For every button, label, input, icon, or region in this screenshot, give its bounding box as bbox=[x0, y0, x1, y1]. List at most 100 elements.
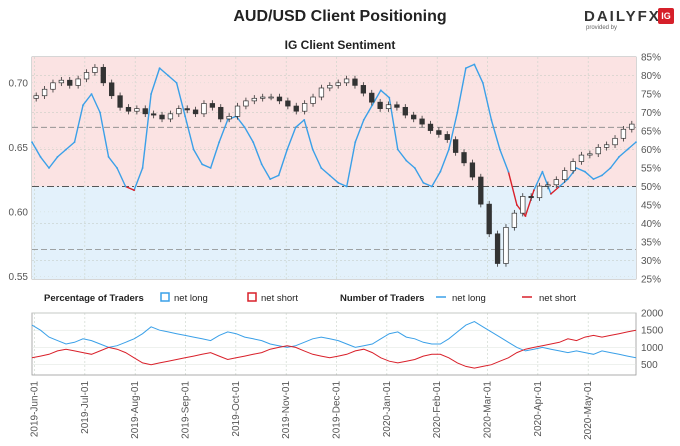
price-candle bbox=[486, 203, 492, 235]
sentiment-point bbox=[413, 167, 416, 169]
left-tick-label: 0.65 bbox=[9, 143, 29, 154]
price-candle bbox=[620, 128, 627, 139]
sentiment-point bbox=[592, 178, 595, 181]
sentiment-point bbox=[337, 181, 340, 184]
sentiment-segment bbox=[465, 63, 475, 69]
sentiment-point bbox=[541, 170, 544, 173]
sentiment-point bbox=[473, 63, 476, 66]
sentiment-point bbox=[252, 141, 255, 144]
sentiment-point bbox=[601, 174, 603, 177]
x-tick-label: 2019-Dec-01 bbox=[332, 381, 343, 439]
right-tick-label: 45% bbox=[641, 201, 661, 212]
price-candle bbox=[612, 137, 618, 146]
sentiment-segment bbox=[252, 141, 263, 165]
series-line-net-short-count bbox=[31, 329, 637, 369]
brand-subtext: provided by bbox=[586, 25, 618, 31]
legend-pct-label: Percentage of Traders bbox=[44, 293, 144, 304]
price-candle bbox=[150, 113, 157, 116]
x-tick-label: 2019-Jul-01 bbox=[80, 381, 91, 434]
sentiment-point bbox=[609, 167, 612, 169]
sentiment-point bbox=[498, 148, 501, 151]
right-tick-label: 85% bbox=[641, 53, 661, 64]
sentiment-segment bbox=[439, 149, 450, 172]
x-tick-label: 2020-Apr-01 bbox=[533, 381, 544, 437]
sentiment-point bbox=[507, 170, 510, 173]
sentiment-segment bbox=[286, 127, 297, 150]
sentiment-point bbox=[464, 67, 467, 69]
price-candle bbox=[83, 72, 90, 80]
sentiment-segment bbox=[175, 82, 186, 117]
price-candle bbox=[461, 152, 467, 164]
sentiment-point bbox=[260, 163, 263, 166]
price-candle bbox=[75, 78, 81, 86]
price-candle bbox=[301, 103, 308, 112]
price-candle bbox=[276, 96, 283, 102]
price-candle bbox=[260, 96, 266, 99]
sentiment-point bbox=[635, 141, 637, 144]
sentiment-segment bbox=[167, 74, 178, 84]
sentiment-point bbox=[516, 204, 518, 206]
sentiment-segment bbox=[524, 189, 535, 217]
sentiment-point bbox=[90, 93, 93, 95]
sentiment-point bbox=[626, 148, 629, 151]
sentiment-point bbox=[558, 185, 561, 188]
sentiment-segment bbox=[150, 67, 161, 95]
sentiment-point bbox=[150, 93, 152, 95]
sentiment-point bbox=[311, 148, 314, 151]
sentiment-segment bbox=[269, 174, 279, 180]
sentiment-segment bbox=[371, 89, 382, 106]
sentiment-point bbox=[533, 189, 535, 192]
price-candle bbox=[125, 106, 132, 112]
price-candle bbox=[50, 82, 56, 90]
price-candle bbox=[394, 104, 400, 108]
x-tick-label: 2020-Jan-01 bbox=[382, 381, 393, 438]
price-candle bbox=[536, 185, 543, 199]
sentiment-point bbox=[116, 167, 118, 169]
sentiment-segment bbox=[380, 89, 390, 99]
sentiment-point bbox=[447, 148, 450, 151]
sentiment-segment bbox=[456, 67, 467, 113]
price-candle bbox=[100, 66, 106, 84]
price-candle bbox=[192, 109, 199, 115]
price-candle bbox=[201, 103, 207, 115]
sentiment-point bbox=[345, 185, 348, 188]
counts-tick-label: 1500 bbox=[641, 326, 664, 337]
right-tick-label: 75% bbox=[641, 90, 661, 101]
price-candle bbox=[503, 227, 509, 264]
price-candle bbox=[318, 87, 325, 98]
sentiment-segment bbox=[499, 149, 510, 172]
price-candle bbox=[427, 123, 434, 131]
right-tick-label: 30% bbox=[641, 256, 661, 267]
right-tick-label: 40% bbox=[641, 219, 661, 230]
sentiment-point bbox=[379, 89, 382, 92]
sentiment-segment bbox=[278, 149, 288, 176]
x-tick-label: 2019-Aug-01 bbox=[130, 381, 141, 439]
sentiment-point bbox=[320, 167, 323, 169]
sentiment-segment bbox=[584, 171, 594, 180]
price-candle bbox=[134, 108, 140, 112]
sentiment-point bbox=[243, 126, 246, 129]
right-tick-label: 80% bbox=[641, 71, 661, 82]
sentiment-segment bbox=[550, 185, 560, 195]
sentiment-segment bbox=[473, 64, 484, 84]
price-candle bbox=[411, 114, 417, 120]
sentiment-point bbox=[618, 156, 620, 158]
sentiment-segment bbox=[31, 141, 42, 158]
sentiment-point bbox=[167, 74, 170, 77]
price-candle bbox=[553, 179, 559, 186]
legend-num-long: net long bbox=[452, 293, 486, 304]
sentiment-point bbox=[396, 148, 399, 151]
counts-tick-label: 2000 bbox=[641, 309, 664, 320]
sentiment-point bbox=[439, 170, 442, 173]
sentiment-segment bbox=[627, 141, 637, 151]
chart-subtitle: IG Client Sentiment bbox=[284, 38, 396, 52]
sentiment-segment bbox=[346, 141, 356, 187]
legend-swatch-net-long-pct bbox=[160, 292, 170, 302]
price-candle bbox=[159, 114, 165, 120]
sentiment-segment bbox=[244, 126, 254, 143]
sentiment-segment bbox=[397, 149, 407, 162]
price-candle bbox=[33, 95, 39, 99]
price-candle bbox=[335, 82, 341, 86]
price-candle bbox=[587, 153, 593, 156]
